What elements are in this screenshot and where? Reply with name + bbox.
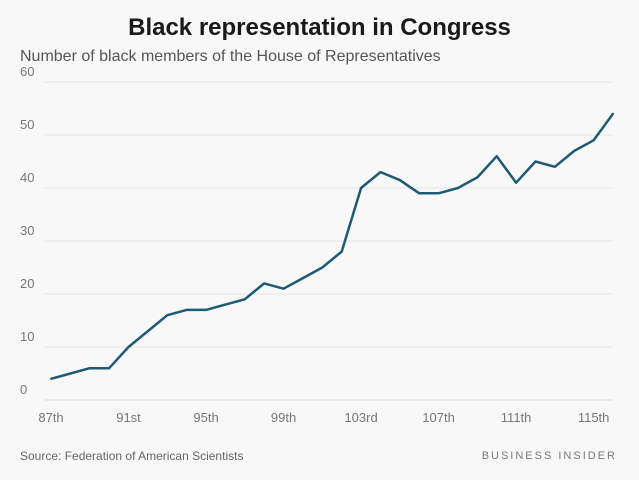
data-point: [108, 367, 111, 370]
data-point: [69, 372, 72, 375]
data-point: [515, 181, 518, 184]
data-point: [573, 149, 576, 152]
data-point: [224, 303, 227, 306]
data-point: [243, 298, 246, 301]
data-point: [88, 367, 91, 370]
data-point: [321, 266, 324, 269]
x-tick-label: 107th: [422, 410, 455, 425]
x-tick-label: 87th: [38, 410, 63, 425]
data-point: [495, 155, 498, 158]
y-tick-label: 20: [20, 276, 34, 291]
y-tick-label: 50: [20, 117, 34, 132]
y-tick-label: 10: [20, 329, 34, 344]
data-point: [437, 192, 440, 195]
y-tick-label: 0: [20, 382, 27, 397]
data-point: [553, 165, 556, 168]
data-point: [185, 308, 188, 311]
chart-subtitle: Number of black members of the House of …: [20, 48, 441, 65]
brand-logo: BUSINESS INSIDER: [481, 450, 617, 462]
x-tick-label: 95th: [193, 410, 218, 425]
source-note: Source: Federation of American Scientist…: [20, 449, 244, 463]
data-point: [418, 192, 421, 195]
data-point: [398, 179, 401, 182]
chart-title: Black representation in Congress: [128, 14, 511, 41]
data-point: [282, 287, 285, 290]
data-point: [127, 346, 130, 348]
data-point: [592, 139, 595, 142]
y-tick-label: 30: [20, 223, 34, 238]
x-tick-label: 115th: [578, 410, 610, 425]
x-tick-label: 91st: [116, 410, 141, 425]
data-point: [50, 377, 52, 380]
data-point: [340, 250, 343, 253]
x-tick-label: 99th: [271, 410, 296, 425]
data-point: [301, 277, 304, 280]
x-tick-label: 103rd: [344, 410, 377, 425]
data-point: [205, 308, 208, 311]
data-line: [50, 113, 615, 381]
data-point: [456, 187, 459, 189]
y-tick-label: 60: [20, 64, 34, 79]
y-tick-label: 40: [20, 170, 34, 185]
data-point: [612, 112, 614, 115]
data-point: [379, 171, 382, 174]
data-point: [534, 160, 537, 163]
data-point: [166, 314, 169, 317]
data-point: [263, 282, 266, 285]
data-point: [476, 176, 479, 179]
data-point: [360, 187, 363, 189]
data-point: [146, 330, 149, 333]
x-tick-label: 111th: [501, 410, 532, 425]
